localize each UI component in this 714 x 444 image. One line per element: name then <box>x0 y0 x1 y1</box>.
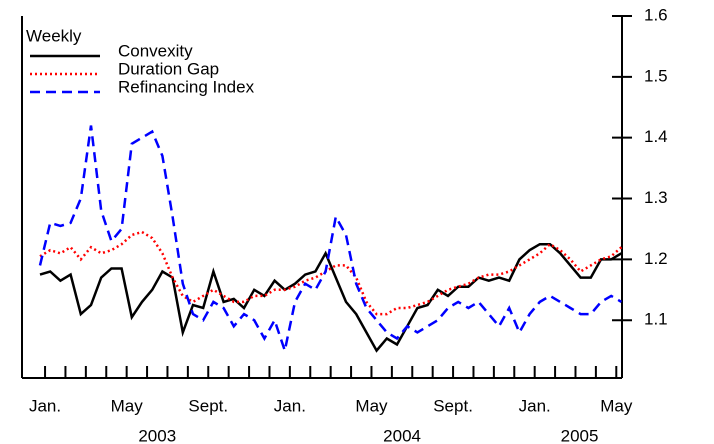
legend-label: Convexity <box>118 41 193 60</box>
year-label: 2004 <box>383 426 421 444</box>
y-tick-label: 1.1 <box>644 310 668 329</box>
y-tick-label: 1.4 <box>644 127 668 146</box>
y-tick-label: 1.5 <box>644 66 668 85</box>
x-tick-label: Sept. <box>433 396 473 415</box>
series-line <box>39 230 623 316</box>
x-tick-label: May <box>355 396 388 415</box>
y-tick-label: 1.3 <box>644 188 668 207</box>
x-tick-label: Jan. <box>29 396 61 415</box>
y-tick-label: 1.2 <box>644 249 668 268</box>
series-line <box>39 242 623 353</box>
y-tick-label: 1.6 <box>644 5 668 24</box>
x-tick-label: May <box>600 396 633 415</box>
x-tick-label: May <box>111 396 144 415</box>
x-tick-label: Sept. <box>188 396 228 415</box>
year-label: 2005 <box>561 426 599 444</box>
series-line <box>38 125 623 356</box>
x-tick-label: Jan. <box>274 396 306 415</box>
year-label: 2003 <box>138 426 176 444</box>
x-tick-label: Jan. <box>519 396 551 415</box>
legend-label: Duration Gap <box>118 59 219 78</box>
legend-title: Weekly <box>26 26 82 45</box>
legend-label: Refinancing Index <box>118 77 255 96</box>
